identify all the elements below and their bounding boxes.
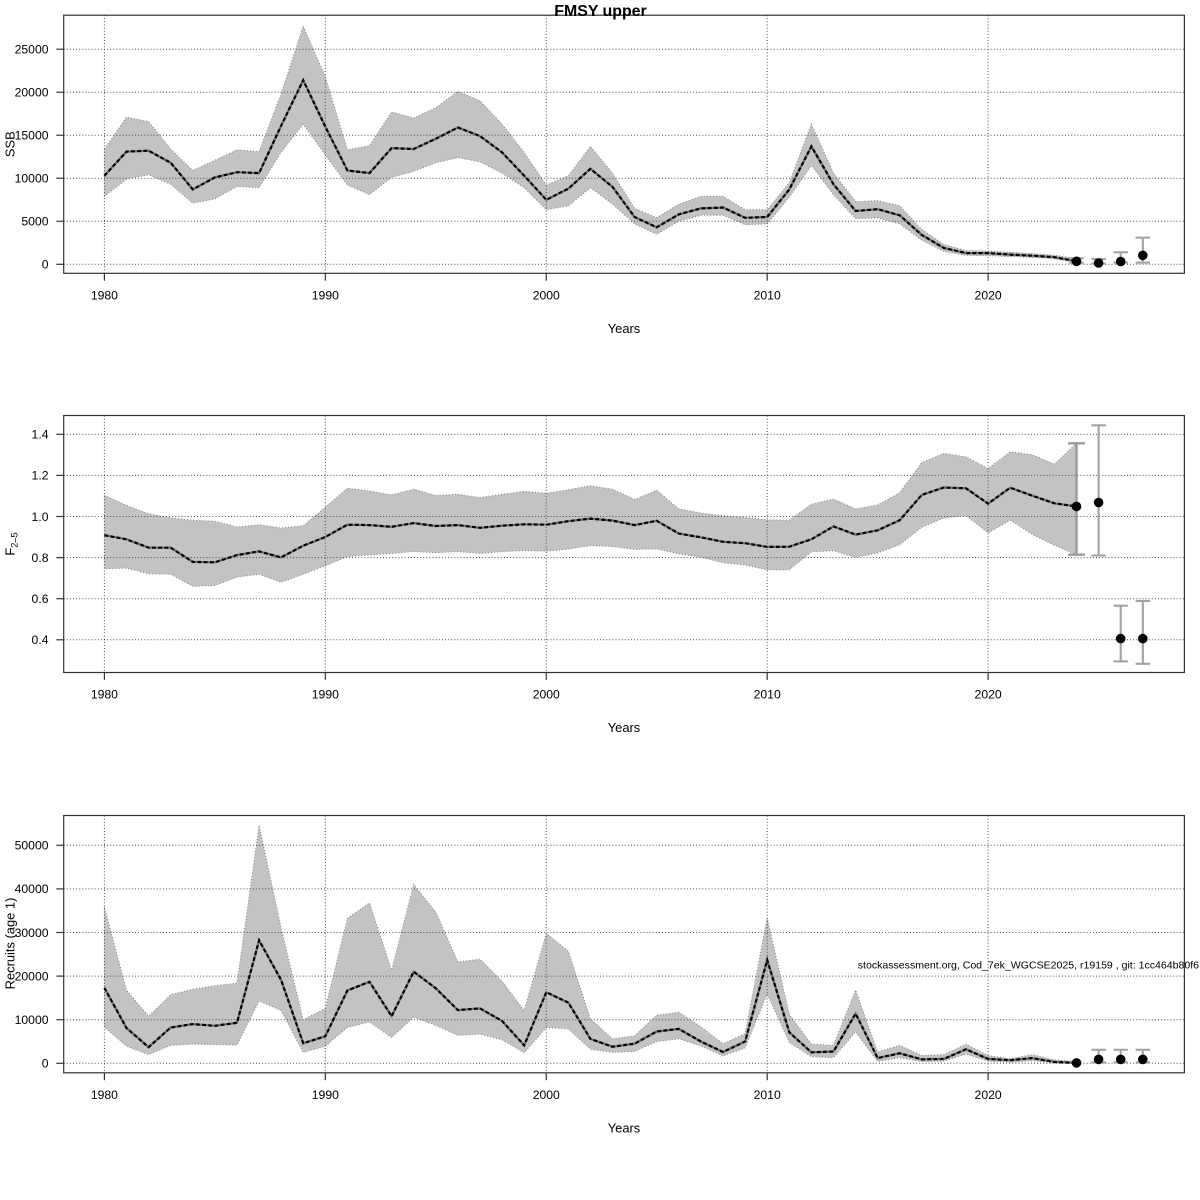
- svg-text:2020: 2020: [975, 1088, 1002, 1102]
- svg-text:2000: 2000: [533, 289, 560, 303]
- svg-text:FMSY upper: FMSY upper: [554, 3, 646, 20]
- svg-text:stockassessment.org, Cod_7ek_W: stockassessment.org, Cod_7ek_WGCSE2025, …: [858, 960, 1199, 972]
- svg-text:Years: Years: [608, 720, 641, 735]
- svg-text:2020: 2020: [975, 289, 1002, 303]
- svg-text:0.4: 0.4: [32, 633, 49, 647]
- svg-text:10000: 10000: [15, 172, 49, 186]
- svg-text:0.8: 0.8: [32, 551, 49, 565]
- svg-text:0: 0: [42, 258, 49, 272]
- svg-text:20000: 20000: [15, 969, 49, 983]
- svg-text:2010: 2010: [754, 1088, 781, 1102]
- svg-text:2020: 2020: [975, 688, 1002, 702]
- svg-text:0.6: 0.6: [32, 592, 49, 606]
- svg-text:Years: Years: [608, 321, 641, 336]
- svg-text:1990: 1990: [312, 688, 339, 702]
- svg-text:20000: 20000: [15, 86, 49, 100]
- svg-text:5000: 5000: [21, 215, 48, 229]
- svg-text:25000: 25000: [15, 43, 49, 57]
- svg-text:40000: 40000: [15, 882, 49, 896]
- svg-text:0: 0: [42, 1057, 49, 1071]
- svg-text:Years: Years: [608, 1120, 641, 1135]
- svg-text:1990: 1990: [312, 289, 339, 303]
- svg-text:1.2: 1.2: [32, 469, 49, 483]
- svg-text:1980: 1980: [91, 289, 118, 303]
- svg-text:1.0: 1.0: [32, 510, 49, 524]
- svg-text:1.4: 1.4: [32, 428, 49, 442]
- svg-text:1980: 1980: [91, 1088, 118, 1102]
- svg-text:1990: 1990: [312, 1088, 339, 1102]
- svg-text:Recruits (age 1): Recruits (age 1): [3, 898, 18, 990]
- svg-text:2010: 2010: [754, 688, 781, 702]
- svg-text:2000: 2000: [533, 688, 560, 702]
- svg-text:SSB: SSB: [3, 131, 18, 157]
- svg-text:15000: 15000: [15, 129, 49, 143]
- svg-text:1980: 1980: [91, 688, 118, 702]
- svg-text:50000: 50000: [15, 839, 49, 853]
- svg-text:30000: 30000: [15, 926, 49, 940]
- svg-text:10000: 10000: [15, 1013, 49, 1027]
- svg-text:2000: 2000: [533, 1088, 560, 1102]
- svg-text:2010: 2010: [754, 289, 781, 303]
